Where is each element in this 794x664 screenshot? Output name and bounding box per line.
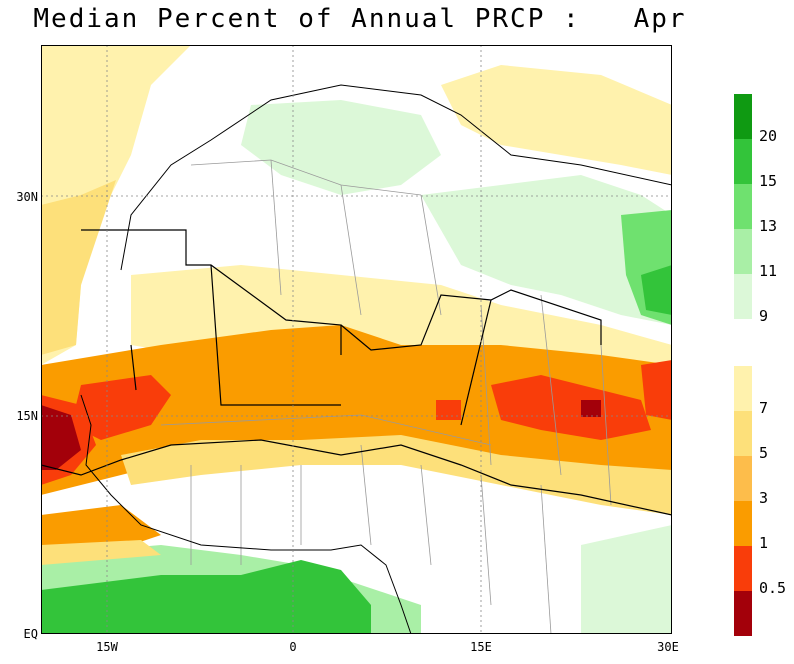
graticule — [41, 45, 672, 634]
legend-warm-label: 3 — [759, 489, 769, 507]
legend-green-label: 9 — [759, 307, 769, 325]
lat-label-30n: 30N — [16, 190, 38, 204]
far-east-red-patch — [641, 360, 672, 420]
guinea-orange — [41, 505, 161, 550]
legend-green-swatch — [734, 274, 752, 319]
legend-warm-label: 0.5 — [759, 579, 787, 597]
legend-green-swatch — [734, 184, 752, 229]
west-red-patch — [71, 375, 171, 440]
legend-warm-swatch — [734, 366, 752, 411]
legend-warm-swatch — [734, 456, 752, 501]
coast-darkred-patch — [41, 405, 81, 470]
lon-label-30e: 30E — [657, 640, 679, 654]
west-coastline — [80, 394, 412, 634]
east-green-region — [421, 175, 672, 325]
southeast-green — [581, 525, 672, 634]
guinea-yellow — [41, 540, 161, 565]
region-boundaries — [41, 229, 672, 516]
central-red-patch — [436, 400, 461, 420]
east-dark-green — [641, 265, 672, 315]
legend-green-swatch — [734, 139, 752, 184]
legend-warm-swatch — [734, 591, 752, 636]
north-green-region — [241, 100, 441, 195]
legend-green-label: 15 — [759, 172, 778, 190]
legend-green-label: 13 — [759, 217, 778, 235]
gold-band — [121, 435, 672, 515]
legend-warm-label: 1 — [759, 534, 769, 552]
legend-green-label: 11 — [759, 262, 778, 280]
lon-label-0: 0 — [289, 640, 297, 654]
legend-green-swatch — [734, 229, 752, 274]
east-darkred-patch — [581, 400, 601, 417]
precipitation-map — [41, 45, 672, 634]
legend-green-label: 20 — [759, 127, 778, 145]
legend-warm-swatch — [734, 546, 752, 591]
legend-warm-swatch — [734, 411, 752, 456]
lat-label-15n: 15N — [16, 409, 38, 423]
legend-green-swatch — [734, 94, 752, 139]
north-coastline — [120, 84, 672, 271]
ocean-gold-region — [41, 180, 116, 355]
legend-warm-label: 7 — [759, 399, 769, 417]
map-frame — [41, 45, 672, 634]
color-legend: 20 15 13 11 9 7 5 3 1 0.5 — [734, 94, 794, 636]
legend-warm-label: 5 — [759, 444, 769, 462]
east-red-patch — [491, 375, 651, 440]
med-yellow-region — [441, 65, 672, 175]
lon-label-15w: 15W — [96, 640, 118, 654]
legend-warm-swatch — [734, 501, 752, 546]
lat-label-eq: EQ — [23, 627, 38, 641]
lon-label-15e: 15E — [470, 640, 492, 654]
guinea-green — [41, 560, 371, 634]
map-title: Median Percent of Annual PRCP : Apr — [33, 4, 687, 34]
